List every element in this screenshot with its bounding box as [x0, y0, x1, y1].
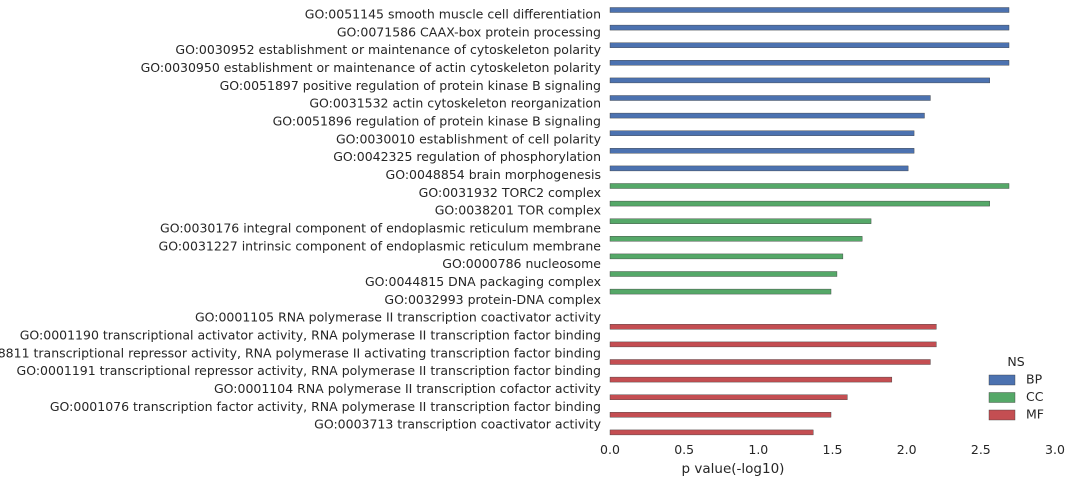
bar-bp — [609, 60, 1010, 66]
bar-cc — [609, 236, 863, 242]
x-tick-label: 0.5 — [674, 442, 694, 457]
category-label: GO:0003713 transcription coactivator act… — [314, 417, 601, 432]
bar-mf — [609, 341, 937, 348]
category-label: GO:0032993 protein-DNA complex — [384, 292, 601, 307]
category-label: GO:0001191 transcriptional repressor act… — [17, 363, 601, 378]
bar-bp — [609, 95, 931, 101]
bar-cc — [609, 253, 844, 260]
category-label: GO:0051145 smooth muscle cell differenti… — [305, 7, 601, 22]
category-label: GO:0030010 establishment of cell polarit… — [336, 131, 602, 146]
category-label: GO:0044815 DNA packaging complex — [365, 274, 601, 289]
bar-bp — [609, 112, 925, 119]
bar-bp — [609, 130, 915, 136]
category-label: GO:0031932 TORC2 complex — [419, 185, 601, 200]
legend-label-mf: MF — [1026, 407, 1044, 422]
bar-mf — [609, 394, 848, 400]
bar-mf — [609, 429, 814, 436]
legend-swatch-cc — [988, 392, 1016, 403]
legend-label-cc: CC — [1026, 389, 1044, 404]
category-label: GO:0048854 brain morphogenesis — [386, 167, 601, 182]
category-label: GO:0031227 intrinsic component of endopl… — [159, 238, 602, 253]
category-label: GO:0042325 regulation of phosphorylation — [333, 149, 601, 164]
category-label: GO:0001190 transcriptional activator act… — [20, 327, 601, 342]
bar-cc — [609, 218, 872, 224]
bars-layer — [609, 7, 1010, 436]
category-label: GO:0001105 RNA polymerase II transcripti… — [195, 310, 602, 325]
category-label: GO:0001104 RNA polymerase II transcripti… — [214, 381, 602, 396]
bar-bp — [609, 24, 1010, 31]
category-label: GO:0071586 CAAX-box protein processing — [337, 24, 601, 39]
bar-bp — [609, 42, 1010, 48]
x-tick-label: 1.5 — [823, 442, 843, 457]
category-label: GO:0030176 integral component of endopla… — [160, 220, 601, 235]
bar-mf — [609, 376, 893, 383]
bar-bp — [609, 77, 990, 84]
category-label: GO:0030950 establishment or maintenance … — [141, 60, 602, 75]
legend-label-bp: BP — [1026, 372, 1043, 387]
legend-swatch-bp — [988, 374, 1016, 386]
legend-title: NS — [1007, 354, 1024, 369]
bar-bp — [609, 148, 915, 154]
bar-bp — [609, 165, 909, 172]
category-label: GO:0000786 nucleosome — [442, 256, 601, 271]
bar-bp — [609, 7, 1010, 13]
category-label: GO:0038201 TOR complex — [435, 203, 601, 218]
x-axis-label: p value(-log10) — [682, 461, 785, 477]
bar-mf — [609, 359, 931, 365]
x-tick-label: 0.0 — [600, 442, 620, 457]
bar-mf — [609, 412, 832, 418]
x-tick-label: 1.0 — [748, 442, 768, 457]
bar-mf — [609, 324, 937, 330]
category-label: GO:0031532 actin cytoskeleton reorganiza… — [309, 96, 601, 111]
category-labels: GO:0051145 smooth muscle cell differenti… — [0, 7, 602, 432]
category-label: GO:0030952 establishment or maintenance … — [175, 42, 601, 57]
category-label: GO:0051896 regulation of protein kinase … — [273, 113, 601, 128]
x-tick-label: 2.0 — [897, 442, 917, 457]
bar-cc — [609, 288, 832, 295]
x-tick-label: 2.5 — [971, 442, 991, 457]
bar-cc — [609, 200, 990, 207]
category-label: GO:0098811 transcriptional repressor act… — [0, 345, 601, 360]
bar-cc — [609, 271, 838, 277]
legend-swatch-mf — [988, 409, 1016, 421]
x-tick-label: 3.0 — [1045, 442, 1065, 457]
x-axis-ticks: 0.0 0.5 1.0 1.5 2.0 2.5 3.0 — [600, 442, 1065, 457]
legend: NS BP CC MF — [988, 354, 1044, 422]
bar-cc — [609, 183, 1010, 189]
category-label: GO:0051897 positive regulation of protei… — [220, 78, 601, 93]
category-label: GO:0001076 transcription factor activity… — [50, 399, 601, 414]
legend-entries: BP CC MF — [988, 372, 1044, 422]
